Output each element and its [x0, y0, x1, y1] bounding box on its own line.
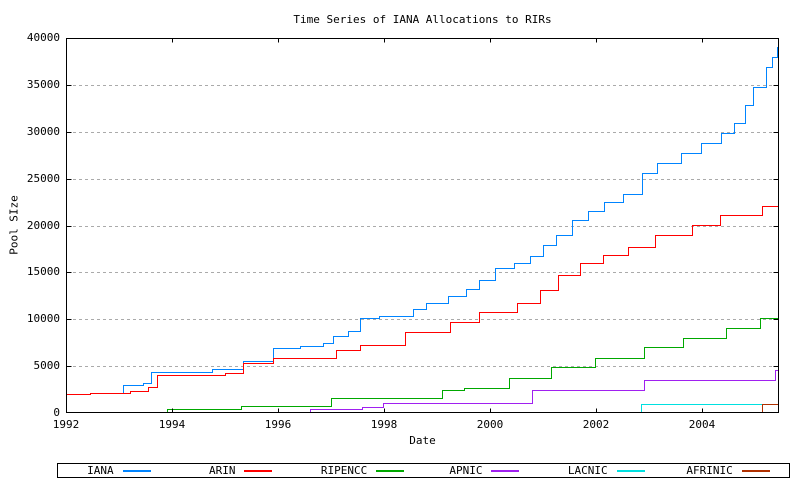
legend-label: IANA [87, 464, 114, 477]
y-tick-label: 35000 [26, 78, 60, 91]
y-tick-label: 40000 [26, 31, 60, 44]
legend-label: RIPENCC [320, 464, 368, 477]
plot-border [66, 38, 779, 413]
x-tick-label: 2002 [582, 418, 610, 431]
x-axis-label: Date [409, 434, 436, 447]
legend-label: AFRINIC [686, 464, 733, 477]
y-tick-label: 25000 [26, 172, 60, 185]
y-tick-label: 20000 [26, 219, 60, 232]
chart-title: Time Series of IANA Allocations to RIRs [293, 13, 552, 26]
x-tick-label: 1996 [264, 418, 292, 431]
legend-line-sample [741, 469, 770, 472]
legend-item-iana: IANA [58, 464, 180, 477]
legend-line-sample [122, 469, 151, 472]
series-line-arin [66, 206, 780, 395]
legend-item-ripencc: RIPENCC [302, 464, 424, 477]
x-tick-label: 2000 [476, 418, 504, 431]
legend-item-afrinic: AFRINIC [667, 464, 789, 477]
y-tick-label: 15000 [26, 265, 60, 278]
x-tick-label: 1994 [158, 418, 186, 431]
x-tick-label: 1998 [370, 418, 398, 431]
legend-line-sample [491, 469, 520, 472]
series-line-ripencc [112, 318, 780, 413]
x-tick-label: 2004 [688, 418, 716, 431]
legend-label: APNIC [449, 464, 483, 477]
series-line-afrinic [762, 404, 780, 414]
y-tick-label: 10000 [26, 312, 60, 325]
plot-svg [66, 38, 780, 414]
legend-label: ARIN [208, 464, 236, 477]
y-tick-label: 0 [53, 406, 60, 419]
y-tick-label: 30000 [26, 125, 60, 138]
legend-line-sample [376, 469, 405, 472]
plot-area [66, 38, 780, 414]
series-line-apnic [199, 370, 780, 413]
x-tick-label: 1992 [52, 418, 80, 431]
legend-item-arin: ARIN [180, 464, 302, 477]
legend: IANA ARIN RIPENCC APNIC LACNIC AFRINIC [57, 463, 790, 478]
legend-line-sample [616, 469, 645, 472]
legend-label: LACNIC [567, 464, 608, 477]
series-line-iana [66, 47, 780, 395]
legend-item-apnic: APNIC [423, 464, 545, 477]
legend-line-sample [244, 469, 273, 472]
legend-item-lacnic: LACNIC [545, 464, 667, 477]
series-line-lacnic [641, 404, 780, 414]
y-tick-label: 5000 [33, 359, 61, 372]
